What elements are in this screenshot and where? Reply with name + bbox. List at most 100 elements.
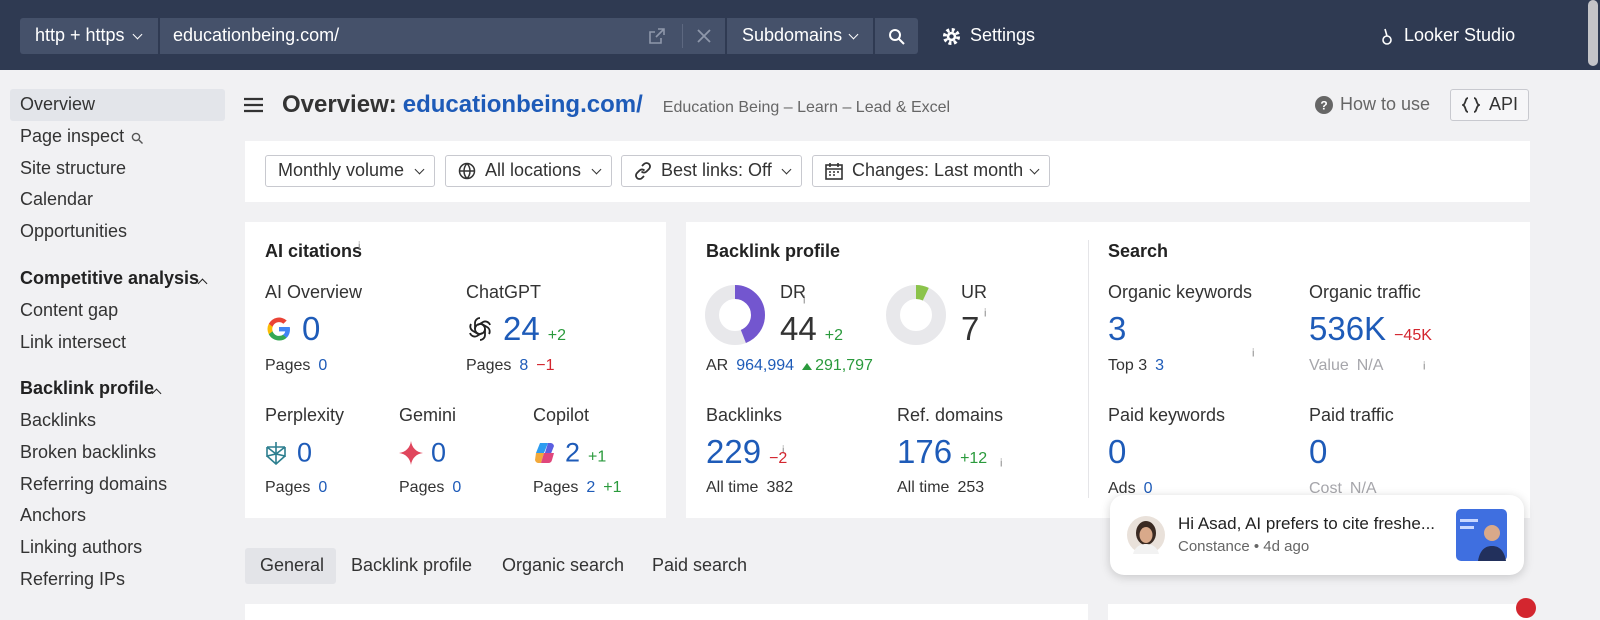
sidebar-item[interactable]: Linking authors <box>20 537 143 558</box>
chat-message[interactable]: Hi Asad, AI prefers to cite freshe... <box>1178 513 1436 533</box>
settings-link[interactable]: Settings <box>970 25 1036 46</box>
card-title: Search <box>1108 241 1169 262</box>
url-input[interactable] <box>160 18 725 54</box>
search-button[interactable] <box>875 18 918 54</box>
pages-value: 8 <box>519 357 529 374</box>
metric-change: −45K <box>1394 327 1432 344</box>
sidebar-item[interactable]: Referring domains <box>20 473 168 494</box>
engine-name: Copilot <box>533 405 590 426</box>
chat-thumbnail <box>1456 509 1507 561</box>
filter-label[interactable]: Monthly volume <box>278 160 405 181</box>
engine-icon <box>533 441 557 465</box>
search-small-icon <box>131 131 143 144</box>
all-time-label: All time <box>897 479 950 496</box>
mode-select[interactable] <box>727 18 873 54</box>
tab[interactable]: General <box>260 555 325 576</box>
card-divider <box>1088 240 1089 498</box>
tab[interactable]: Backlink profile <box>351 555 473 576</box>
tab[interactable]: Organic search <box>502 555 625 576</box>
pages-value: 0 <box>318 479 328 496</box>
engine-value: 0 <box>431 437 447 468</box>
donut-arc <box>705 285 765 345</box>
metric-value: 229 <box>706 433 762 470</box>
engine-name: Gemini <box>399 405 457 426</box>
how-to-use-link[interactable]: How to use <box>1340 94 1431 115</box>
mode-label[interactable]: Subdomains <box>742 25 843 46</box>
sub-value: 0 <box>1143 480 1153 497</box>
sub-metric: Ads 0 <box>1108 480 1152 498</box>
all-time: All time 382 <box>706 479 793 497</box>
sidebar-item[interactable]: Overview <box>20 94 96 115</box>
metric-label: Ref. domains <box>897 405 1004 426</box>
sidebar-item[interactable]: Anchors <box>20 505 87 526</box>
pages-label: Pages <box>533 479 579 496</box>
filter-button[interactable] <box>812 155 1050 187</box>
sidebar-item[interactable]: Link intersect <box>20 332 127 352</box>
sidebar-item[interactable]: Backlinks <box>20 410 97 431</box>
metric-label: Backlinks <box>706 405 783 426</box>
svg-text:?: ? <box>1320 99 1327 113</box>
sidebar-item[interactable]: Broken backlinks <box>20 442 157 462</box>
metric: 0 <box>1108 433 1126 471</box>
dr-change: +2 <box>824 327 843 344</box>
engine-change: +2 <box>547 327 566 344</box>
ar-label: AR <box>706 357 729 374</box>
all-time-value: 382 <box>766 479 794 496</box>
metric-value: 176 <box>897 433 953 470</box>
filter-button[interactable] <box>265 155 435 187</box>
filter-button[interactable] <box>621 155 802 187</box>
engine-icon <box>265 441 289 466</box>
metric-label: Paid keywords <box>1108 405 1226 426</box>
donut <box>886 285 946 345</box>
engine-value: 0 <box>297 437 313 468</box>
sidebar-item[interactable]: Page inspect <box>20 126 125 146</box>
metric: 3 <box>1108 310 1126 348</box>
looker-studio-link[interactable]: Looker Studio <box>1404 25 1516 46</box>
bottom-card <box>245 604 1088 620</box>
ar-metric: AR 964,994 291,797 <box>706 357 873 375</box>
pages-metric: Pages 8 −1 <box>466 357 555 375</box>
metric-value: 536K <box>1309 310 1387 347</box>
active-tab-bg <box>245 548 336 584</box>
sidebar-group-title[interactable]: Competitive analysis <box>20 268 200 289</box>
sidebar-item[interactable]: Opportunities <box>20 221 128 242</box>
info-icon: i <box>1423 360 1426 373</box>
protocol-label[interactable]: http + https <box>35 25 125 46</box>
filter-button[interactable] <box>445 155 612 187</box>
dr-value: 44 <box>780 310 817 347</box>
pages-value: 0 <box>318 357 328 374</box>
search-icon <box>888 28 905 45</box>
page-domain[interactable]: educationbeing.com/ <box>402 91 643 118</box>
donut <box>705 285 765 345</box>
engine-value: 24 <box>503 310 540 347</box>
sidebar-item[interactable]: Content gap <box>20 300 119 321</box>
sidebar-item[interactable]: Referring IPs <box>20 569 126 590</box>
sub-value: 3 <box>1155 357 1165 374</box>
metric: 536K −45K <box>1309 310 1432 348</box>
chat-popup[interactable] <box>1110 495 1524 575</box>
filter-label[interactable]: All locations <box>485 160 582 181</box>
sidebar-item[interactable]: Site structure <box>20 157 127 178</box>
all-time-label: All time <box>706 479 759 496</box>
metric-label: Paid traffic <box>1309 405 1394 426</box>
url-text[interactable]: educationbeing.com/ <box>173 25 340 46</box>
engine-value: 2 <box>565 437 581 468</box>
metric-value: 3 <box>1108 310 1127 347</box>
tab[interactable]: Paid search <box>652 555 748 576</box>
external-link-icon <box>648 27 666 45</box>
api-label[interactable]: API <box>1489 94 1519 115</box>
sidebar-group-title[interactable]: Backlink profile <box>20 378 155 399</box>
metric: 229 −2 <box>706 433 787 471</box>
api-button[interactable] <box>1450 89 1529 121</box>
filter-label[interactable]: Changes: Last month <box>852 160 1024 181</box>
sidebar-item[interactable]: Calendar <box>20 189 94 210</box>
notification-badge <box>1516 598 1536 618</box>
metric-value: 0 <box>1108 433 1127 470</box>
protocol-select[interactable] <box>20 18 158 54</box>
metric-change: −2 <box>769 450 788 467</box>
filter-label[interactable]: Best links: Off <box>661 160 772 181</box>
info-icon: i <box>984 307 987 320</box>
ar-value: 964,994 <box>736 357 795 374</box>
sub-value: N/A <box>1356 357 1384 374</box>
sidebar-active-bg <box>10 89 225 121</box>
